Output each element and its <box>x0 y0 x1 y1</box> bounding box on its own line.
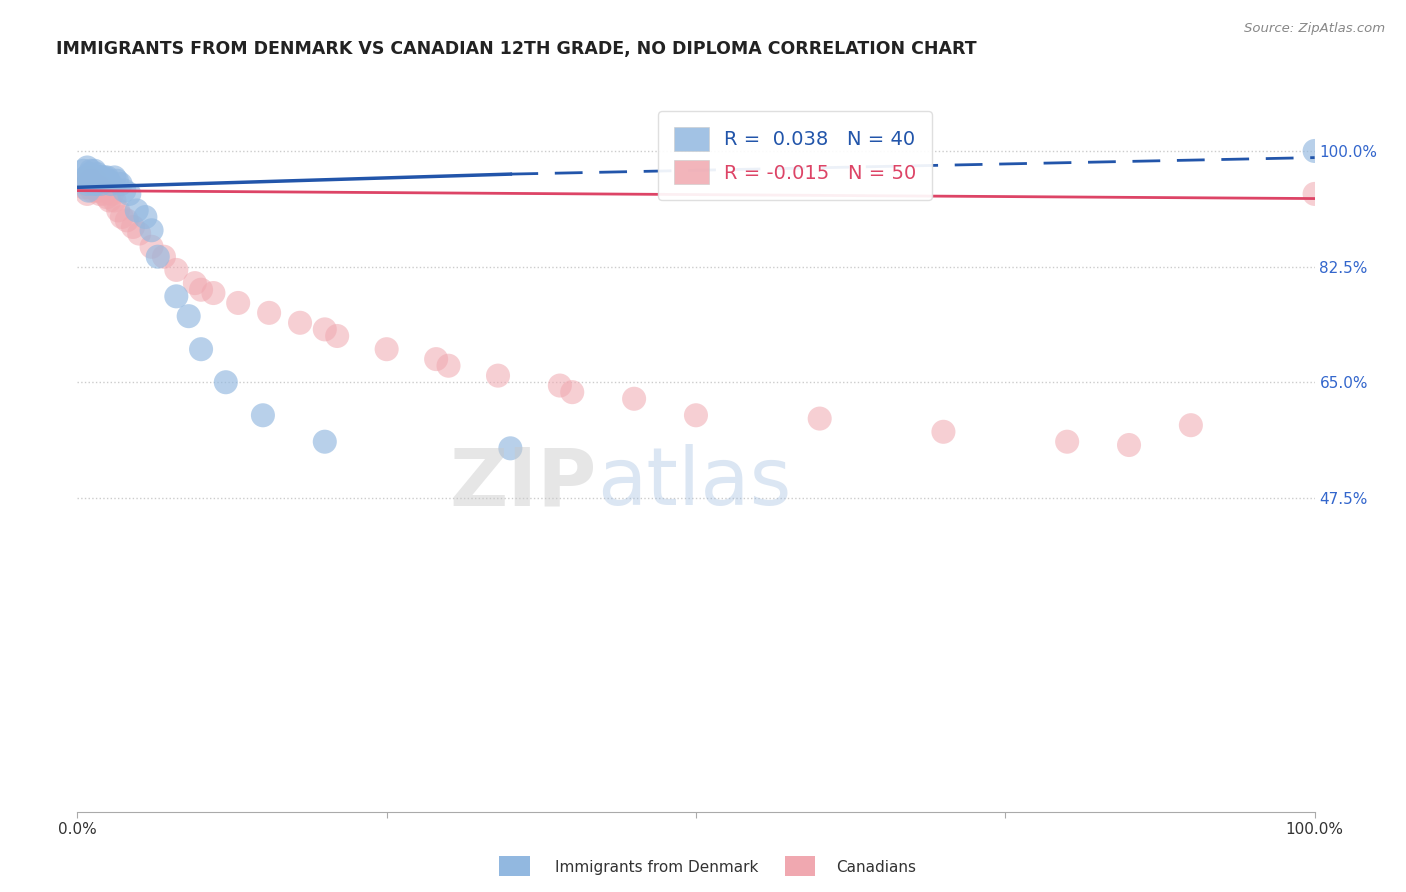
Point <box>79 174 101 188</box>
Point <box>91 180 114 194</box>
Text: Source: ZipAtlas.com: Source: ZipAtlas.com <box>1244 22 1385 36</box>
Point <box>125 203 148 218</box>
Point <box>288 316 311 330</box>
Point <box>77 184 100 198</box>
Point <box>252 409 274 423</box>
Point <box>623 392 645 406</box>
Point <box>82 177 104 191</box>
Point <box>86 167 108 181</box>
Point <box>89 170 111 185</box>
Point <box>100 177 122 191</box>
Point <box>226 296 249 310</box>
Text: ZIP: ZIP <box>450 444 598 523</box>
Point <box>134 210 156 224</box>
Point <box>90 177 112 191</box>
Point <box>112 184 135 198</box>
Point <box>75 170 97 185</box>
Point <box>257 306 280 320</box>
Point <box>1056 434 1078 449</box>
Point <box>1303 186 1326 201</box>
Point <box>808 411 831 425</box>
Point <box>89 186 111 201</box>
Point <box>153 250 176 264</box>
Point <box>375 342 398 356</box>
Point <box>84 174 107 188</box>
Point <box>314 434 336 449</box>
Point <box>101 186 124 201</box>
Point <box>1303 144 1326 158</box>
Point <box>685 409 707 423</box>
Point <box>215 376 238 390</box>
Point <box>1118 438 1140 452</box>
Point <box>184 276 207 290</box>
Point <box>91 174 114 188</box>
Point <box>486 368 509 383</box>
Point <box>84 177 107 191</box>
Point <box>103 170 125 185</box>
Legend: R =  0.038   N = 40, R = -0.015   N = 50: R = 0.038 N = 40, R = -0.015 N = 50 <box>658 112 932 200</box>
Point <box>548 378 571 392</box>
Point <box>84 170 107 185</box>
Point <box>146 250 169 264</box>
Point <box>122 219 145 234</box>
Point <box>190 283 212 297</box>
Point <box>107 203 129 218</box>
Point <box>165 289 187 303</box>
Point <box>77 170 100 185</box>
Point <box>141 223 163 237</box>
Point <box>141 240 163 254</box>
Point <box>93 186 115 201</box>
Point <box>437 359 460 373</box>
Point <box>110 177 132 191</box>
Point <box>932 425 955 439</box>
Point <box>326 329 349 343</box>
Point <box>80 174 103 188</box>
Point <box>79 167 101 181</box>
Point <box>111 210 134 224</box>
Point <box>425 352 447 367</box>
Point <box>177 309 200 323</box>
Text: IMMIGRANTS FROM DENMARK VS CANADIAN 12TH GRADE, NO DIPLOMA CORRELATION CHART: IMMIGRANTS FROM DENMARK VS CANADIAN 12TH… <box>56 40 977 58</box>
Point <box>105 174 128 188</box>
Point <box>87 174 110 188</box>
Point <box>86 184 108 198</box>
Point <box>76 177 98 191</box>
Point <box>96 190 118 204</box>
Point <box>97 174 120 188</box>
Point <box>87 180 110 194</box>
Point <box>82 170 104 185</box>
Point <box>93 170 115 185</box>
Point <box>91 170 114 185</box>
Point <box>115 213 138 227</box>
Point <box>96 170 118 185</box>
Point <box>314 322 336 336</box>
Point <box>118 186 141 201</box>
Point <box>165 263 187 277</box>
Point <box>76 161 98 175</box>
Point <box>128 227 150 241</box>
Text: Immigrants from Denmark: Immigrants from Denmark <box>555 860 759 874</box>
Point <box>76 186 98 201</box>
Point <box>1180 418 1202 433</box>
Point <box>83 163 105 178</box>
Text: Canadians: Canadians <box>837 860 917 874</box>
Point <box>82 177 104 191</box>
Point <box>83 180 105 194</box>
Point <box>561 385 583 400</box>
Point <box>90 184 112 198</box>
Point <box>82 184 104 198</box>
Point <box>72 180 94 194</box>
Point <box>103 194 125 208</box>
Point <box>499 442 522 456</box>
Point <box>190 342 212 356</box>
Point <box>79 180 101 194</box>
Point <box>80 163 103 178</box>
Point <box>98 194 121 208</box>
Point <box>202 286 225 301</box>
Point <box>72 163 94 178</box>
Point <box>75 174 97 188</box>
Text: atlas: atlas <box>598 444 792 523</box>
